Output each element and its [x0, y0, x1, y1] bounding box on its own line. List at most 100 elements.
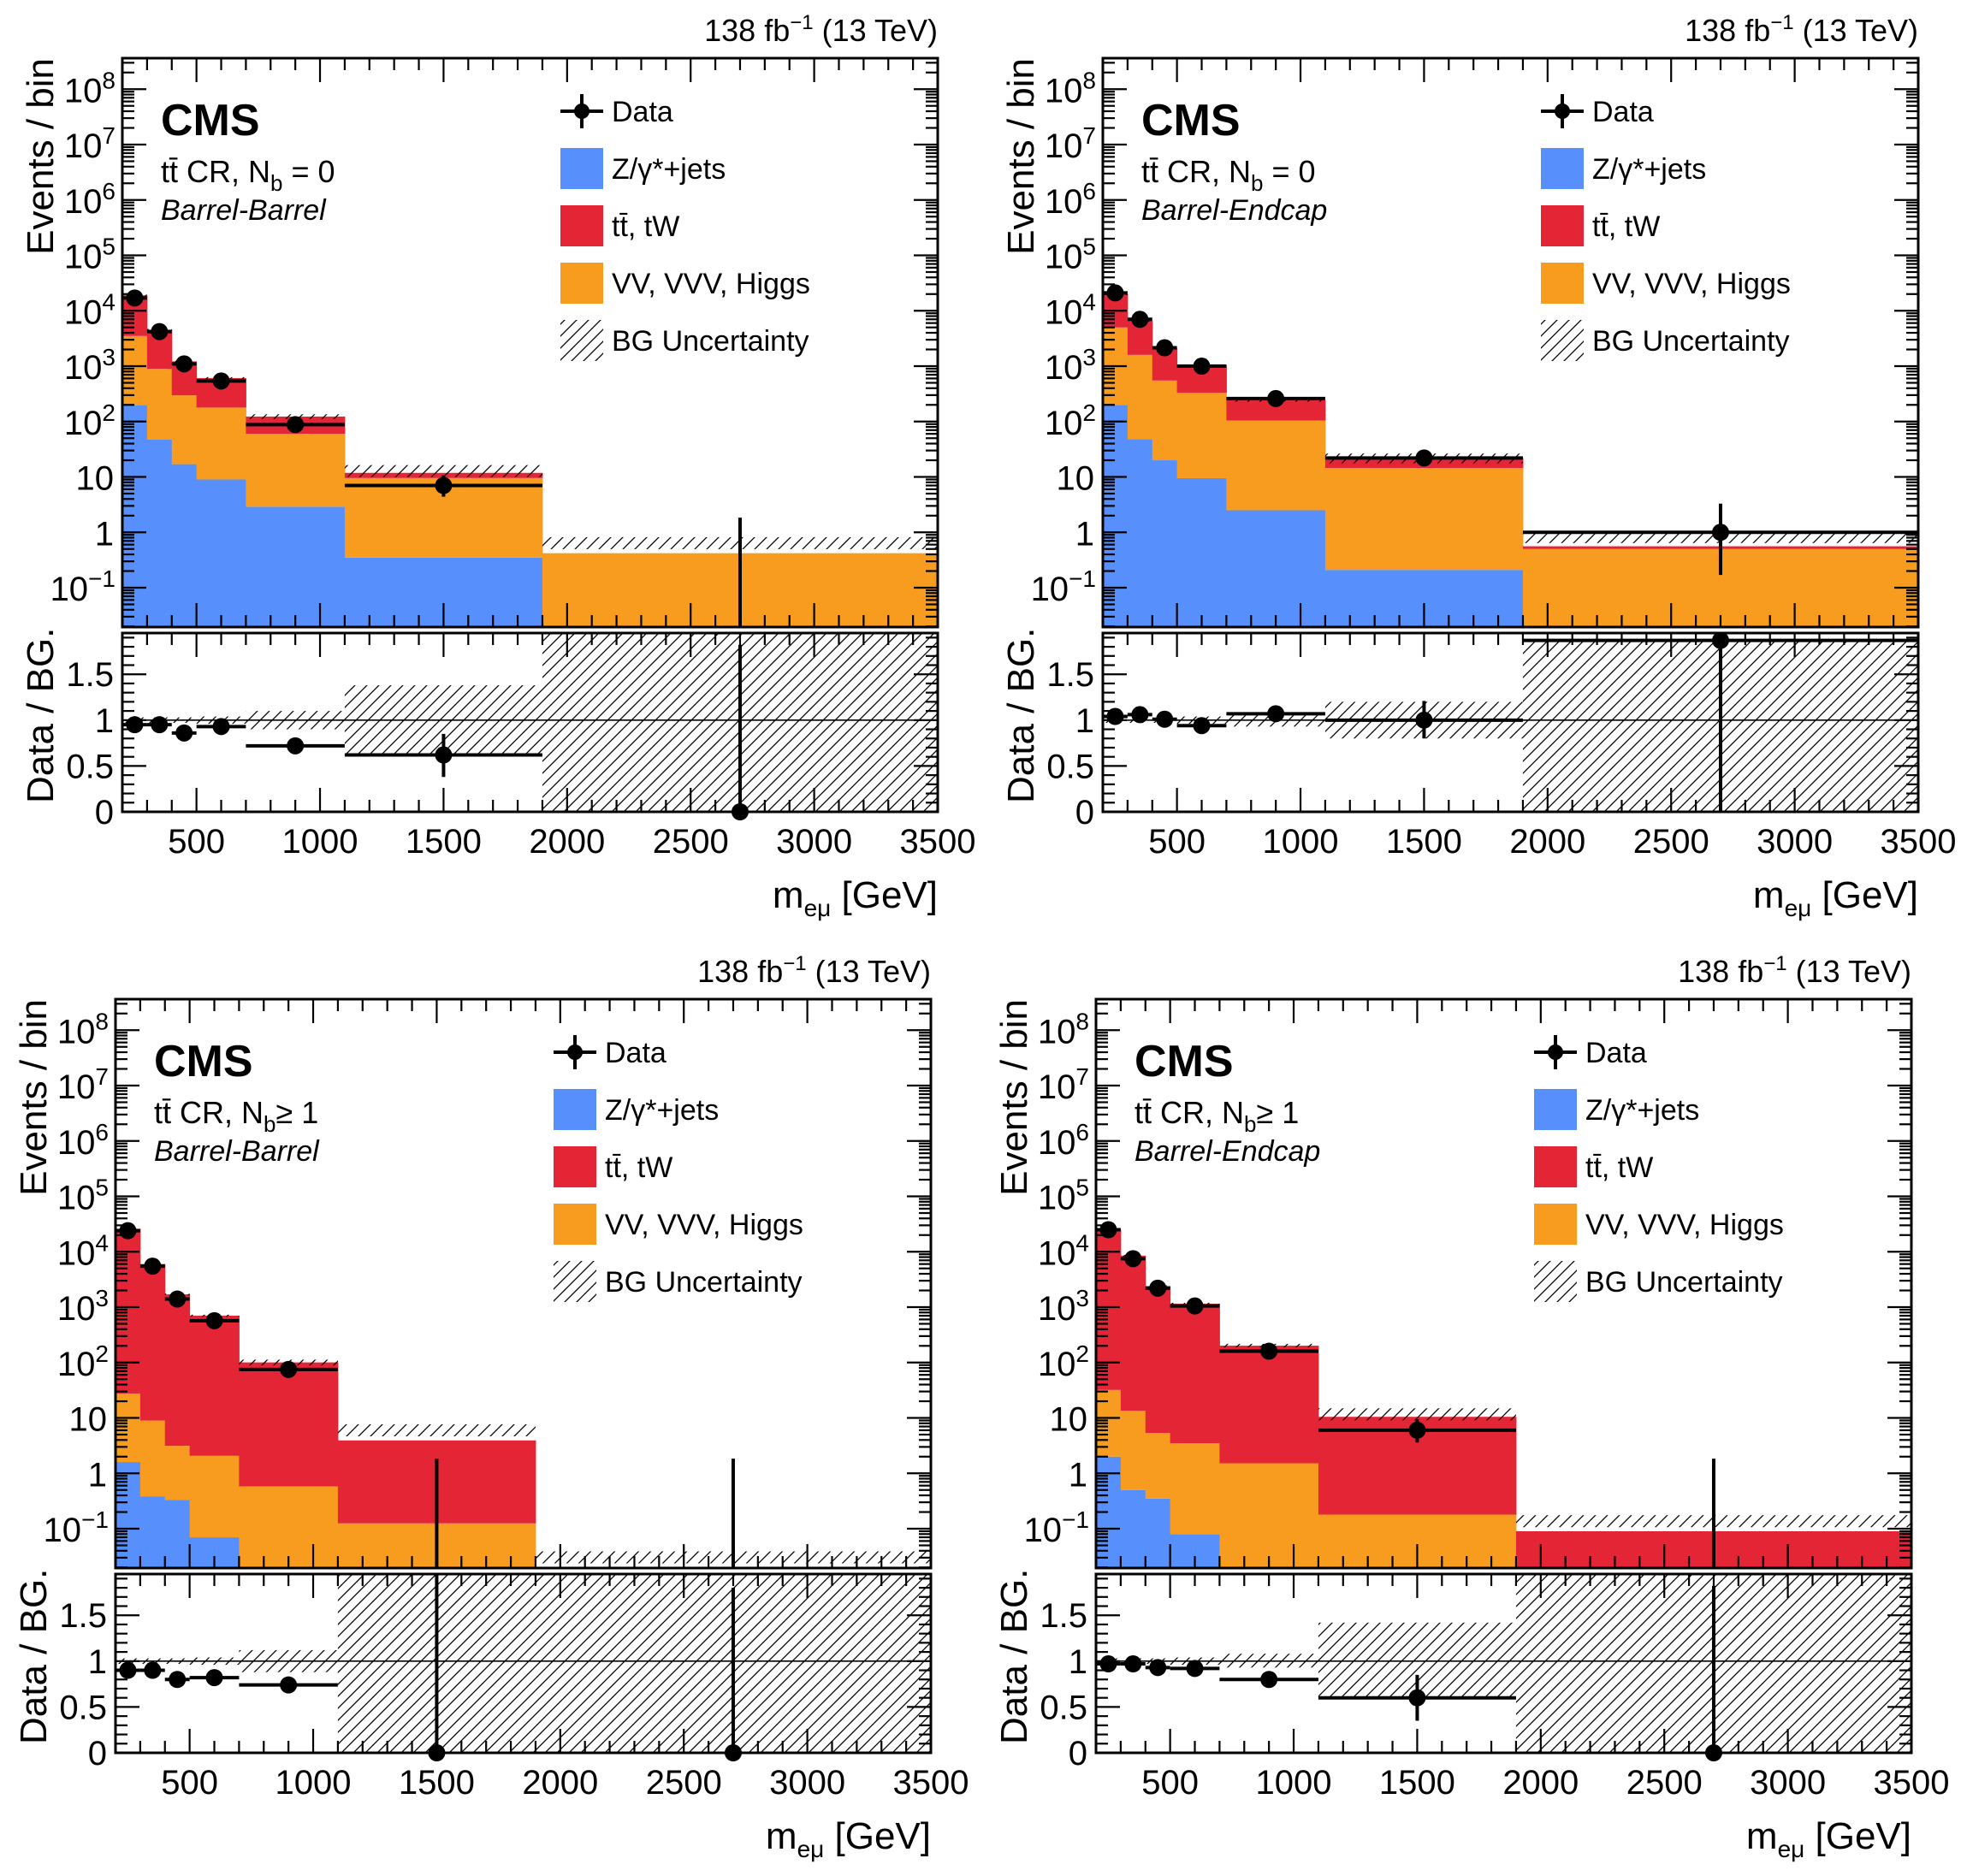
ratio-y-tick-label: 0 [1075, 794, 1094, 831]
x-tick-label: 1500 [406, 823, 482, 861]
data-point-bin6 [1408, 1421, 1426, 1439]
bar-vv-bin5 [1219, 1463, 1319, 1568]
x-axis-title: meμ [GeV] [766, 1815, 931, 1862]
bar-dy-bin2 [139, 1496, 166, 1568]
legend: Data Z/γ*+jets tt̄, tW VV, VVV, Higgs BG Unc… [560, 94, 810, 361]
lumi-label: 138 fb−1 (13 TeV) [1678, 952, 1911, 989]
legend-item-data: Data [560, 94, 673, 128]
y-tick-label: 106 [64, 178, 116, 221]
legend-data-marker-icon [567, 1045, 583, 1060]
category-label: Barrel-Endcap [1141, 194, 1327, 227]
bar-dy-bin3 [1152, 460, 1178, 627]
y-tick-label: 102 [1038, 1340, 1089, 1383]
bar-vv-bin6 [1324, 468, 1524, 571]
y-tick-label: 105 [57, 1175, 109, 1217]
ratio-frame [114, 1572, 933, 1755]
ratio-point-bin3 [169, 1671, 187, 1689]
bar-dy-bin2 [1120, 1489, 1146, 1568]
ratio-point-bin1 [1099, 1655, 1117, 1673]
legend: Data Z/γ*+jets tt̄, tW VV, VVV, Higgs BG Unc… [1534, 1035, 1784, 1302]
bar-vv-bin5 [246, 434, 346, 507]
main-plot-area [1103, 284, 1918, 627]
legend-item-vv: VV, VVV, Higgs [1534, 1204, 1784, 1245]
bar-vv-bin2 [146, 369, 173, 441]
x-tick-label: 1500 [1386, 823, 1462, 861]
bar-vv-bin4 [196, 407, 246, 480]
data-point-bin4 [1193, 358, 1211, 376]
data-point-bin5 [1267, 389, 1285, 407]
ratio-point-bin7 [1711, 631, 1729, 649]
ratio-point-bin5 [280, 1676, 298, 1694]
bar-tt-bin4 [1170, 1304, 1220, 1444]
legend-swatch-vv [554, 1204, 596, 1245]
x-tick-label: 3500 [1874, 1764, 1950, 1802]
bar-tt-bin3 [1145, 1286, 1171, 1434]
main-plot-area [116, 1222, 931, 1568]
legend-item-unc: BG Uncertainty [554, 1261, 803, 1302]
bar-tt-bin4 [189, 1315, 240, 1456]
legend-swatch-dy [1541, 148, 1584, 189]
legend-item-dy: Z/γ*+jets [554, 1089, 719, 1130]
y-tick-label: 103 [64, 344, 116, 387]
ratio-point-bin5 [287, 737, 305, 755]
legend-item-data: Data [1541, 94, 1654, 128]
legend-data-marker-icon [1548, 1045, 1563, 1060]
ratio-plot-area [122, 633, 938, 812]
y-tick-label: 10 [1057, 460, 1095, 498]
ratio-y-axis-title: Data / BG. [1000, 628, 1042, 803]
ratio-point-bin4 [1193, 717, 1211, 735]
y-tick-label: 102 [1045, 399, 1096, 442]
category-label: Barrel-Endcap [1135, 1135, 1320, 1168]
x-tick-label: 2500 [646, 1764, 722, 1802]
legend-swatch-vv [560, 263, 603, 304]
y-tick-label: 106 [1038, 1119, 1089, 1162]
x-tick-label: 2500 [1626, 1764, 1703, 1802]
ratio-point-bin6 [435, 746, 453, 764]
legend-swatch-tt [1534, 1146, 1577, 1187]
legend-label-tt: tt̄, tW [1592, 210, 1660, 243]
y-tick-label: 108 [1038, 1008, 1089, 1050]
data-point-bin4 [212, 372, 230, 390]
legend-swatch-dy [554, 1089, 596, 1130]
data-point-bin3 [1149, 1279, 1167, 1297]
ratio-point-bin3 [175, 724, 193, 742]
y-axis-title: Events / bin [1000, 58, 1042, 255]
y-tick-label: 107 [64, 122, 116, 165]
legend-swatch-vv [1541, 263, 1584, 304]
x-tick-label: 1000 [275, 1764, 352, 1802]
bar-vv-bin1 [122, 335, 148, 405]
x-tick-label: 2500 [1633, 823, 1709, 861]
x-tick-label: 500 [1141, 1764, 1199, 1802]
category-label: Barrel-Barrel [161, 194, 327, 227]
ratio-point-bin6 [1408, 1689, 1426, 1707]
y-tick-label: 104 [1038, 1229, 1089, 1272]
y-tick-label: 104 [57, 1229, 109, 1272]
y-tick-label: 10 [69, 1401, 108, 1439]
bar-vv-bin2 [139, 1420, 166, 1497]
ratio-y-tick-label: 1 [1075, 702, 1094, 740]
cms-label: CMS [161, 96, 260, 145]
ratio-point-bin4 [205, 1669, 223, 1687]
ratio-point-bin7 [724, 1744, 742, 1761]
bar-vv-bin3 [171, 395, 198, 465]
x-tick-label: 3500 [893, 1764, 969, 1802]
ratio-y-tick-label: 0 [95, 794, 114, 831]
bar-dy-bin4 [1176, 477, 1227, 627]
region-label: tt̄ CR, Nb = 0 [1141, 154, 1316, 196]
ratio-y-tick-label: 1.5 [66, 656, 114, 694]
data-point-bin2 [151, 323, 169, 340]
ratio-point-bin4 [1186, 1660, 1204, 1678]
lumi-label: 138 fb−1 (13 TeV) [1685, 11, 1918, 48]
x-axis-title: meμ [GeV] [1753, 874, 1918, 921]
legend-swatch-dy [560, 148, 603, 189]
ratio-y-tick-label: 0 [1069, 1735, 1087, 1772]
main-unc-band-bin6 [344, 465, 542, 477]
legend-swatch-tt [554, 1146, 596, 1187]
bar-tt-bin5 [239, 1362, 339, 1487]
x-axis-title: meμ [GeV] [773, 874, 938, 921]
legend-item-dy: Z/γ*+jets [1534, 1089, 1699, 1130]
bar-vv-bin2 [1120, 1411, 1146, 1490]
data-point-bin2 [144, 1258, 162, 1275]
x-tick-label: 2000 [529, 823, 605, 861]
